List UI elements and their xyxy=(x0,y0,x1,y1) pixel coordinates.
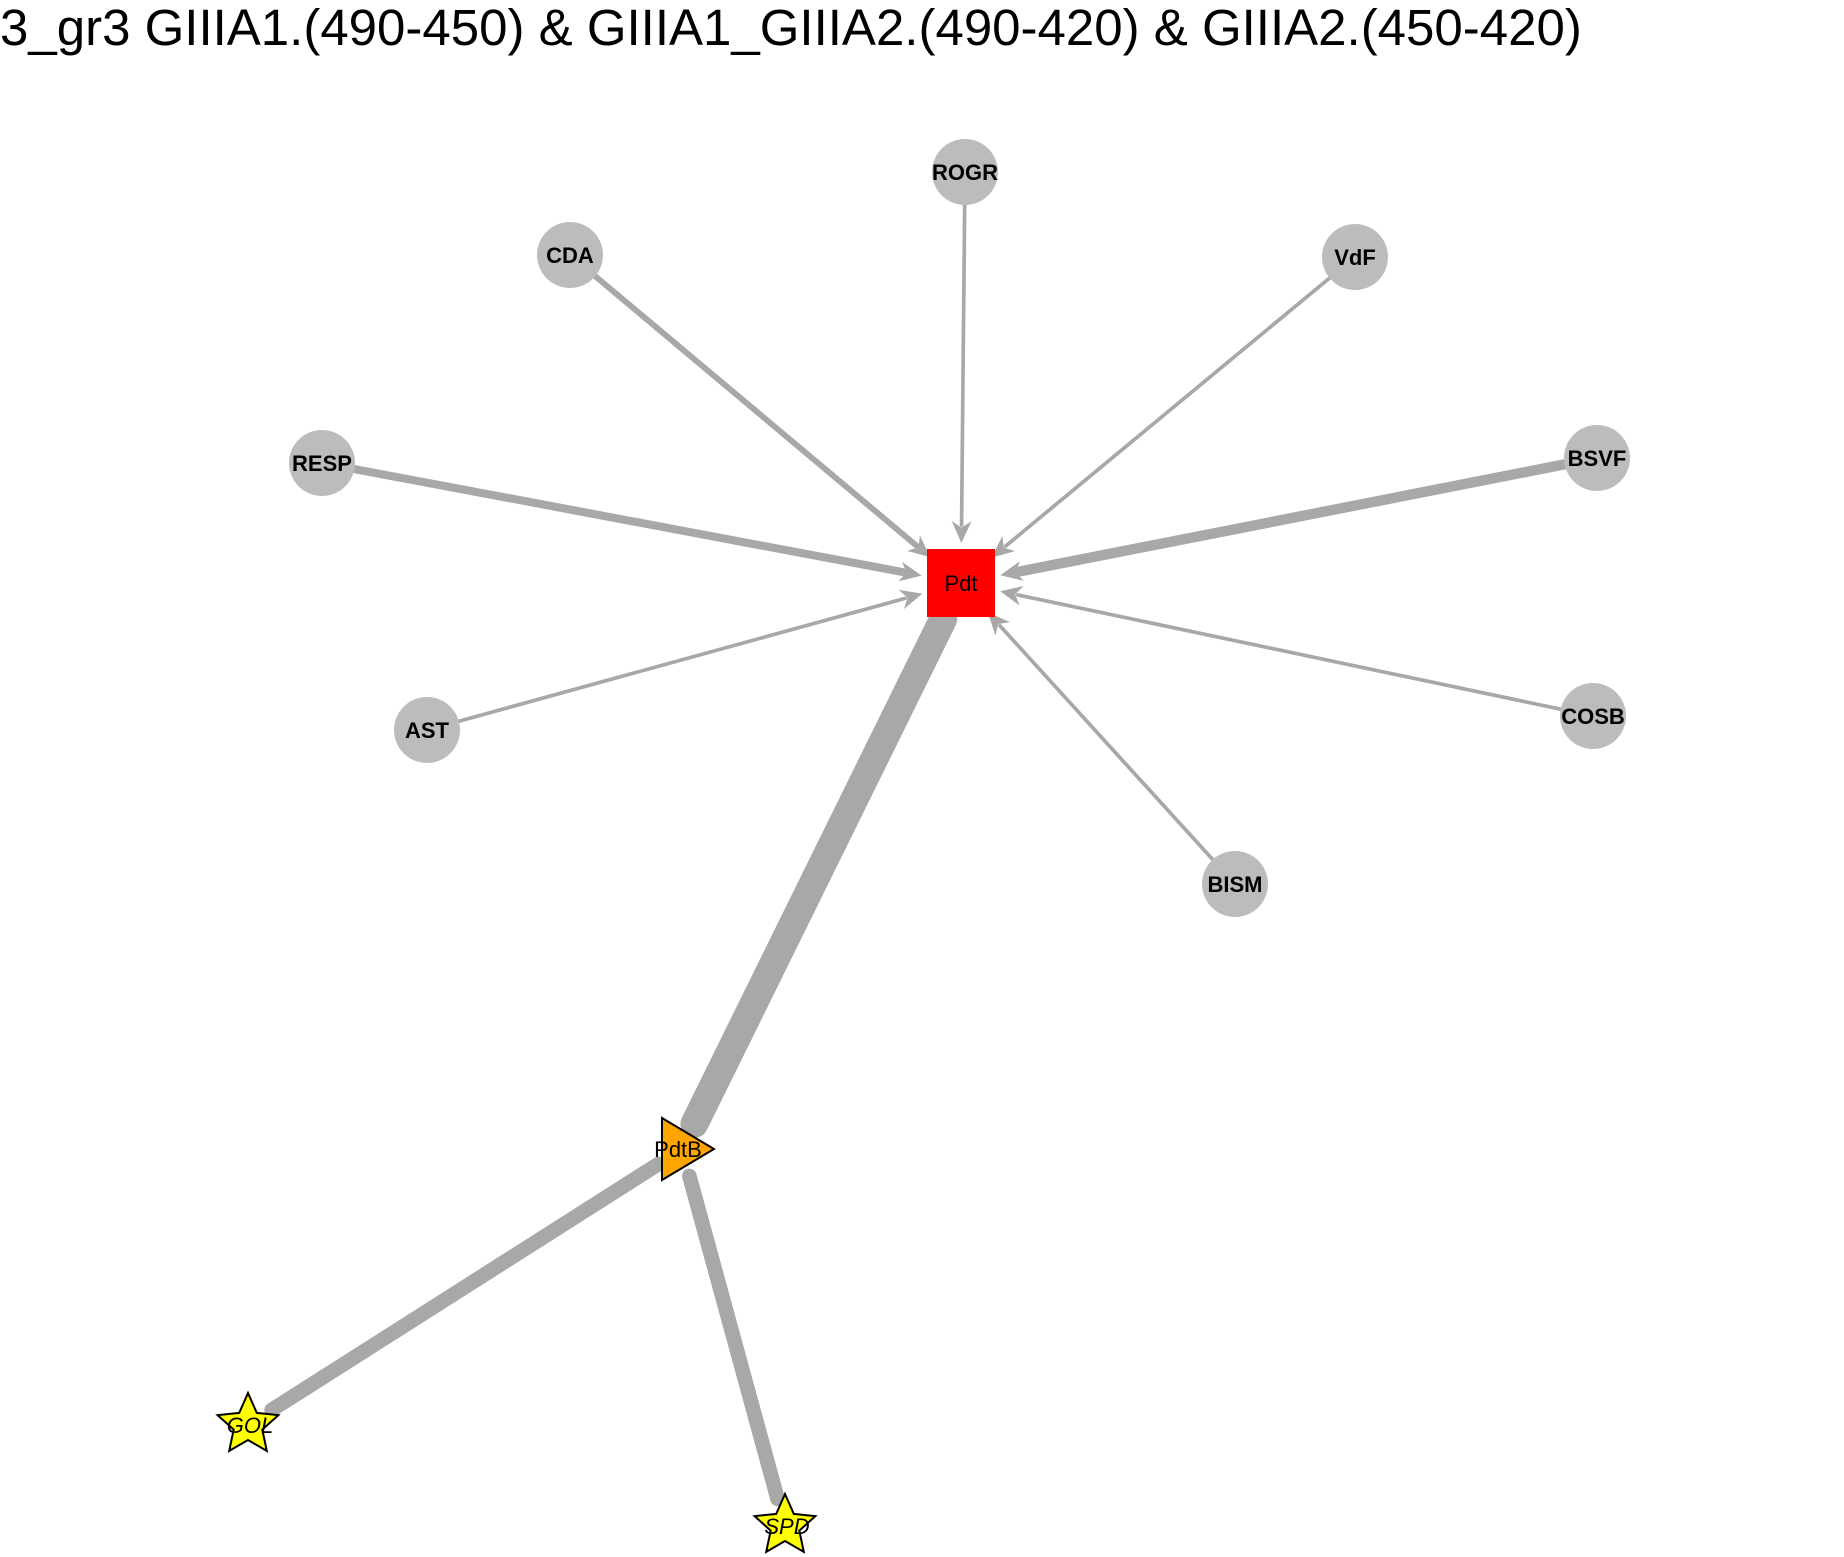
edge-ast-pdt xyxy=(456,589,923,724)
node-circle-shape xyxy=(1322,224,1388,290)
node-label: COSB xyxy=(1561,704,1625,729)
node-cosb: COSB xyxy=(1560,683,1626,749)
node-circle-shape xyxy=(1564,425,1630,491)
node-label: VdF xyxy=(1334,245,1376,270)
edge-pdt-pdtb xyxy=(680,604,958,1138)
node-square-shape xyxy=(927,549,995,617)
node-circle-shape xyxy=(932,139,998,205)
node-bism: BISM xyxy=(1202,851,1268,917)
node-label: SPD xyxy=(764,1514,809,1539)
node-circle-shape xyxy=(289,430,355,496)
node-circle-shape xyxy=(1560,683,1626,749)
edge-cosb-pdt xyxy=(1000,585,1563,712)
node-star-shape xyxy=(215,1390,281,1453)
edge-resp-pdt xyxy=(350,465,922,582)
edges-layer xyxy=(264,203,1570,1507)
node-label: GOL xyxy=(227,1413,273,1438)
node-rogr: ROGR xyxy=(932,139,998,205)
node-label: AST xyxy=(405,718,450,743)
node-pdtb: PdtB xyxy=(654,1116,716,1182)
node-sp: SPD xyxy=(752,1491,818,1554)
node-label: CDA xyxy=(546,243,594,268)
node-circle-shape xyxy=(537,222,603,288)
edge-cda-pdt xyxy=(592,273,931,558)
node-label: RESP xyxy=(292,451,352,476)
node-label: ROGR xyxy=(932,160,998,185)
node-vdf: VdF xyxy=(1322,224,1388,290)
node-triangle-shape xyxy=(661,1116,716,1182)
edge-pdtb-go xyxy=(264,1156,666,1418)
edge-vdf-pdt xyxy=(991,276,1332,558)
node-pdt: Pdt xyxy=(927,549,995,617)
graph-title: 3_gr3 GIIIA1.(490-450) & GIIIA1_GIIIA2.(… xyxy=(0,0,1582,56)
nodes-layer: ROGR CDA VdF RESP BSVF AST COSB BISM Pdt PdtB GOL S… xyxy=(215,139,1630,1554)
node-go: GOL xyxy=(215,1390,281,1453)
node-label: Pdt xyxy=(944,571,977,596)
node-label: BSVF xyxy=(1568,446,1627,471)
edge-rogr-pdt xyxy=(951,203,972,544)
node-label: PdtB xyxy=(654,1137,702,1162)
node-resp: RESP xyxy=(289,430,355,496)
node-bsvf: BSVF xyxy=(1564,425,1630,491)
node-cda: CDA xyxy=(537,222,603,288)
edge-bsvf-pdt xyxy=(1000,459,1570,581)
node-star-shape xyxy=(752,1491,818,1554)
node-label: BISM xyxy=(1208,872,1263,897)
node-ast: AST xyxy=(394,697,460,763)
node-circle-shape xyxy=(1202,851,1268,917)
edge-pdtb-sp xyxy=(682,1168,785,1507)
edge-bism-pdt xyxy=(987,612,1215,862)
node-circle-shape xyxy=(394,697,460,763)
